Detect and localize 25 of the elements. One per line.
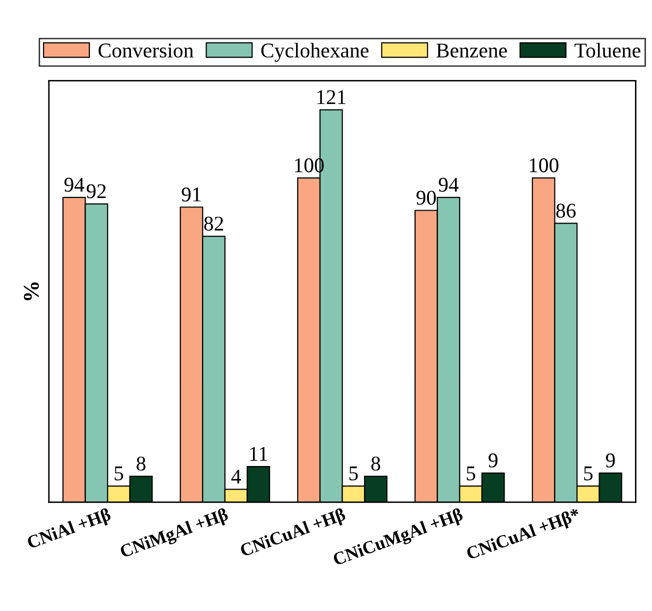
data-label: 100: [530, 158, 558, 172]
data-label: 5: [349, 466, 358, 480]
data-label: 11: [250, 446, 268, 461]
data-label: 4: [231, 470, 241, 484]
data-label: 92: [86, 184, 106, 198]
data-label: 9: [488, 453, 498, 468]
legend-label: Cyclohexane: [261, 42, 368, 62]
data-label: 5: [114, 466, 124, 480]
data-label: 94: [438, 178, 459, 192]
data-label: 86: [556, 204, 576, 218]
data-label: 9: [606, 453, 615, 468]
x-tick-label: CNiAl +Hβ: [26, 507, 113, 552]
data-label: 5: [584, 466, 593, 480]
data-label: 91: [182, 188, 201, 202]
y-axis-title: %: [24, 282, 39, 300]
legend-label: Benzene: [436, 44, 507, 58]
data-label: 8: [371, 456, 380, 471]
data-label: 82: [204, 216, 224, 231]
legend-label: Conversion: [98, 44, 194, 58]
legend-label: Toluene: [574, 42, 640, 58]
data-label: 8: [136, 456, 146, 471]
data-label: 90: [416, 190, 436, 205]
data-label: 121: [317, 90, 346, 104]
data-label: 94: [64, 178, 84, 192]
data-label: 5: [466, 466, 476, 480]
